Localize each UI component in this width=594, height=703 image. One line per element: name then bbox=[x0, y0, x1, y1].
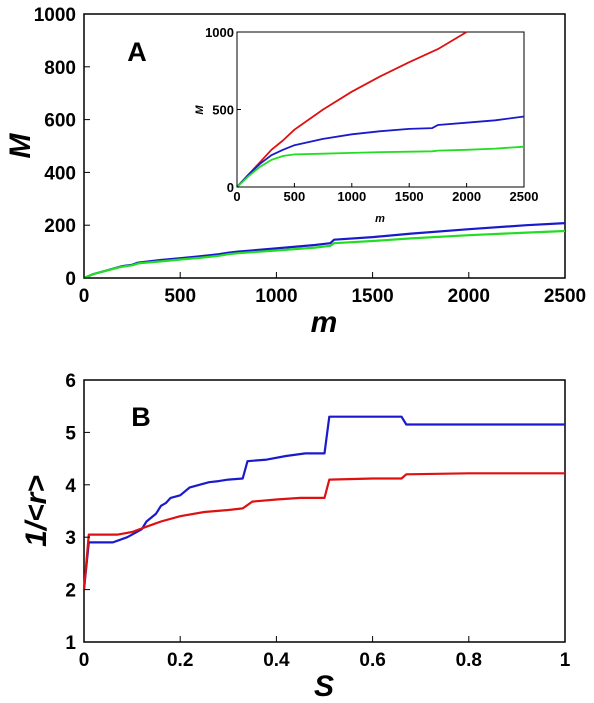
panel-b-x-tick-label: 0.2 bbox=[167, 650, 193, 671]
panel-b-x-tick-label: 0.4 bbox=[263, 650, 290, 671]
panel-a-y-tick-label: 800 bbox=[44, 58, 76, 79]
panel-b-y-tick-label: 1 bbox=[65, 633, 76, 654]
panel-b-x-axis-label: S bbox=[314, 670, 334, 703]
panel-b-x-tick-label: 1 bbox=[560, 650, 571, 671]
inset-x-tick-label: 1000 bbox=[337, 189, 366, 204]
panel-a-series-line-2 bbox=[83, 229, 566, 280]
panel-a-x-tick-label: 500 bbox=[164, 286, 196, 307]
panel-b-y-tick-label: 4 bbox=[65, 476, 76, 497]
panel-b-y-tick-label: 6 bbox=[65, 371, 76, 392]
panel-a-x-tick-label: 0 bbox=[79, 286, 90, 307]
panel-b-series-line-1 bbox=[82, 415, 565, 590]
panel-a-y-tick-label: 200 bbox=[44, 216, 76, 237]
panel-a-y-tick-label: 1000 bbox=[34, 5, 76, 26]
panel-a-inset-chart: 0 500 1000 1500 2000 2500 0 500 1000 m M bbox=[194, 25, 538, 225]
inset-y-tick-label: 0 bbox=[227, 180, 234, 195]
panel-a-label: A bbox=[127, 37, 147, 67]
panel-a-y-tick-label: 600 bbox=[44, 111, 76, 132]
inset-x-tick-label: 2500 bbox=[510, 189, 539, 204]
panel-b-x-tick-label: 0 bbox=[79, 650, 90, 671]
panel-b-chart: 0 0.2 0.4 0.6 0.8 1 1 2 3 4 5 6 S 1/<r> B bbox=[20, 371, 571, 703]
inset-x-tick-label: 0 bbox=[233, 189, 240, 204]
inset-x-tick-label: 2000 bbox=[452, 189, 481, 204]
panel-b-y-tick-label: 3 bbox=[65, 528, 76, 549]
panel-b-y-tick-label: 2 bbox=[65, 581, 76, 602]
panel-a-main-chart: 0 500 1000 1500 2000 2500 0 200 400 600 800 1000 m… bbox=[4, 5, 586, 339]
panel-b-x-tick-label: 0.6 bbox=[359, 650, 385, 671]
panel-a-x-tick-label: 1500 bbox=[351, 286, 393, 307]
panel-b-x-tick-label: 0.8 bbox=[456, 650, 482, 671]
inset-y-tick-label: 1000 bbox=[205, 25, 234, 40]
inset-y-axis-label: M bbox=[194, 105, 206, 115]
panel-a-x-tick-label: 2000 bbox=[448, 286, 490, 307]
inset-y-tick-label: 500 bbox=[212, 103, 234, 118]
panel-a-y-tick-label: 400 bbox=[44, 163, 76, 184]
panel-a-x-tick-label: 2500 bbox=[544, 286, 586, 307]
inset-series-line-2 bbox=[236, 115, 525, 188]
inset-x-tick-label: 500 bbox=[284, 189, 306, 204]
panel-a-plot-frame bbox=[83, 13, 566, 279]
inset-series-line-3 bbox=[236, 145, 525, 188]
inset-series-line-1 bbox=[236, 31, 468, 188]
panel-b-label: B bbox=[131, 402, 151, 432]
panel-b-y-tick-label: 5 bbox=[65, 423, 76, 444]
inset-plot-frame bbox=[236, 31, 525, 188]
inset-x-tick-label: 1500 bbox=[395, 189, 424, 204]
panel-a-x-tick-label: 1000 bbox=[255, 286, 297, 307]
panel-b-y-axis-label: 1/<r> bbox=[20, 475, 53, 547]
panel-b-series-line-2 bbox=[82, 472, 565, 590]
inset-x-axis-label: m bbox=[375, 213, 385, 225]
panel-a-series-line-1 bbox=[83, 222, 566, 280]
panel-b-plot-frame bbox=[83, 379, 566, 643]
panel-a-y-tick-label: 0 bbox=[65, 269, 76, 290]
panel-a-y-axis-label: M bbox=[4, 133, 37, 159]
panel-a-x-axis-label: m bbox=[311, 306, 338, 339]
